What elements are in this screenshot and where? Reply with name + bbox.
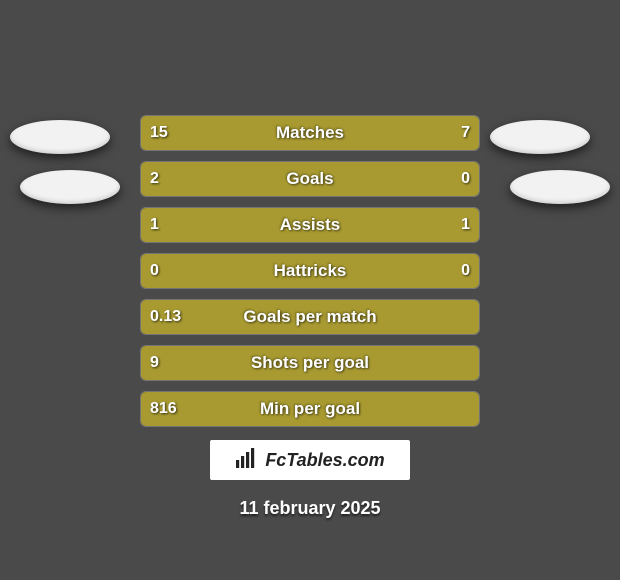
stat-bar-left	[141, 208, 479, 242]
stat-value-left: 9	[150, 340, 159, 386]
watermark-link[interactable]: FcTables.com	[210, 440, 410, 480]
stat-bar-left	[141, 346, 479, 380]
stat-value-left: 816	[150, 386, 177, 432]
stat-bar-track	[140, 207, 480, 243]
stat-bar-track	[140, 345, 480, 381]
stat-row: Goals per match0.13	[0, 294, 620, 340]
stat-value-right: 7	[461, 110, 470, 156]
stat-bar-track	[140, 161, 480, 197]
stats-area: Matches157Goals20Assists11Hattricks00Goa…	[0, 110, 620, 432]
player-oval	[490, 120, 590, 154]
footer-date: 11 february 2025	[0, 498, 620, 519]
stat-bar-left	[141, 300, 479, 334]
stat-row: Hattricks00	[0, 248, 620, 294]
stat-bar-left	[141, 116, 371, 150]
stat-bar-track	[140, 391, 480, 427]
stat-bar-track	[140, 253, 480, 289]
stat-row: Assists11	[0, 202, 620, 248]
stat-bar-left	[141, 162, 401, 196]
watermark-label: FcTables.com	[265, 450, 384, 471]
stat-bar-track	[140, 115, 480, 151]
player-oval	[510, 170, 610, 204]
stat-value-left: 2	[150, 156, 159, 202]
player-oval	[20, 170, 120, 204]
stat-bar-left	[141, 254, 479, 288]
stat-value-left: 0	[150, 248, 159, 294]
stat-row: Shots per goal9	[0, 340, 620, 386]
stat-value-left: 15	[150, 110, 168, 156]
stat-row: Min per goal816	[0, 386, 620, 432]
stat-value-left: 1	[150, 202, 159, 248]
player-oval	[10, 120, 110, 154]
stat-value-right: 0	[461, 248, 470, 294]
stat-value-right: 1	[461, 202, 470, 248]
stat-bar-track	[140, 299, 480, 335]
stat-bar-left	[141, 392, 479, 426]
chart-bars-icon	[235, 446, 259, 475]
stat-value-left: 0.13	[150, 294, 181, 340]
stat-value-right: 0	[461, 156, 470, 202]
